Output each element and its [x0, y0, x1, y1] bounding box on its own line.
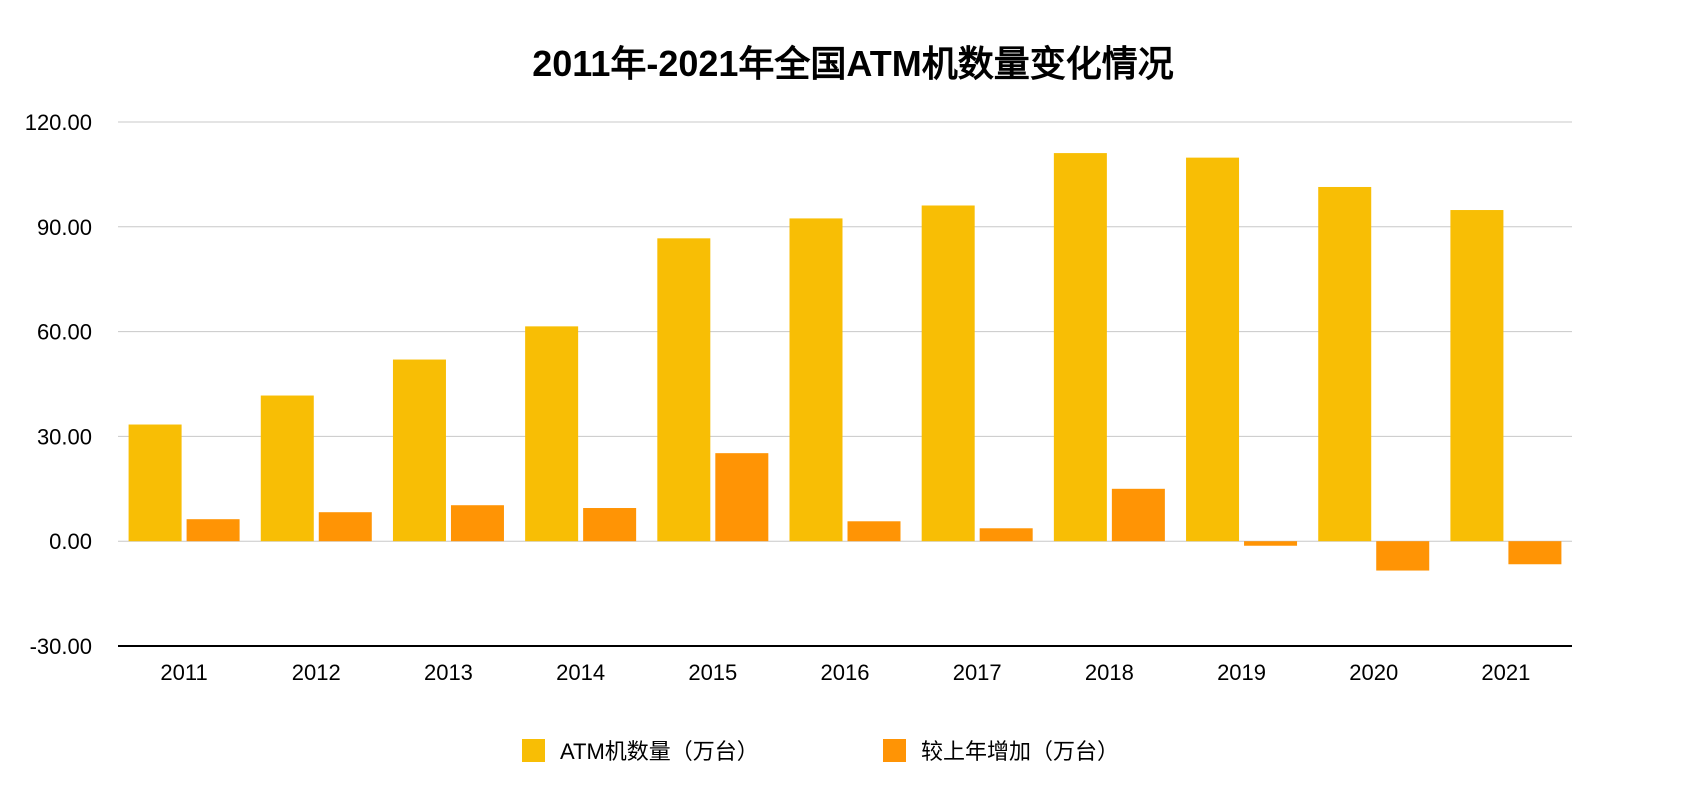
bars [128, 153, 1562, 571]
bar-atm-count [657, 238, 711, 542]
bar-atm-count [789, 218, 843, 542]
x-tick-label: 2014 [556, 660, 605, 685]
legend-swatch [883, 739, 906, 762]
bar-atm-count [1450, 210, 1504, 542]
x-tick-label: 2011 [160, 660, 207, 685]
bar-annual-change [1376, 541, 1430, 571]
bar-atm-count [921, 205, 975, 542]
x-tick-label: 2015 [688, 660, 737, 685]
bar-atm-count [1186, 157, 1240, 542]
x-tick-label: 2013 [424, 660, 473, 685]
bar-annual-change [186, 519, 240, 542]
x-tick-label: 2019 [1217, 660, 1266, 685]
chart-title: 2011年-2021年全国ATM机数量变化情况 [532, 43, 1173, 84]
bar-annual-change [318, 512, 372, 542]
bar-atm-count [1053, 153, 1107, 542]
y-tick-label: 90.00 [37, 215, 92, 240]
x-tick-label: 2012 [292, 660, 341, 685]
bar-atm-count [128, 424, 182, 542]
bar-annual-change [1111, 488, 1165, 542]
y-tick-label: 120.00 [25, 110, 92, 135]
x-tick-label: 2018 [1085, 660, 1134, 685]
x-tick-label: 2017 [953, 660, 1002, 685]
y-tick-label: 0.00 [49, 529, 92, 554]
bar-atm-count [260, 395, 314, 542]
bar-atm-count [1318, 186, 1372, 542]
legend-label: ATM机数量（万台） [560, 739, 759, 764]
bar-atm-count [392, 359, 446, 542]
legend-swatch [522, 739, 545, 762]
bar-annual-change [583, 508, 637, 542]
y-tick-label: 60.00 [37, 320, 92, 345]
bar-annual-change [847, 521, 901, 542]
x-tick-label: 2016 [821, 660, 870, 685]
x-axis: 2011 2012 2013 2014 2015 2016 2017 2018 2019 2020… [160, 660, 1530, 685]
y-tick-label: 30.00 [37, 424, 92, 449]
x-tick-label: 2020 [1349, 660, 1398, 685]
bar-annual-change [979, 528, 1033, 542]
y-axis: -30.00 0.00 30.00 60.00 90.00 120.00 [25, 110, 92, 659]
y-tick-label: -30.00 [30, 634, 92, 659]
legend: ATM机数量（万台） 较上年增加（万台） [522, 739, 1119, 764]
bar-annual-change [1508, 541, 1562, 565]
bar-annual-change [715, 453, 769, 542]
bar-annual-change [1244, 541, 1298, 546]
bar-annual-change [450, 505, 504, 542]
x-tick-label: 2021 [1481, 660, 1530, 685]
legend-label: 较上年增加（万台） [921, 739, 1119, 764]
bar-atm-count [525, 326, 579, 542]
